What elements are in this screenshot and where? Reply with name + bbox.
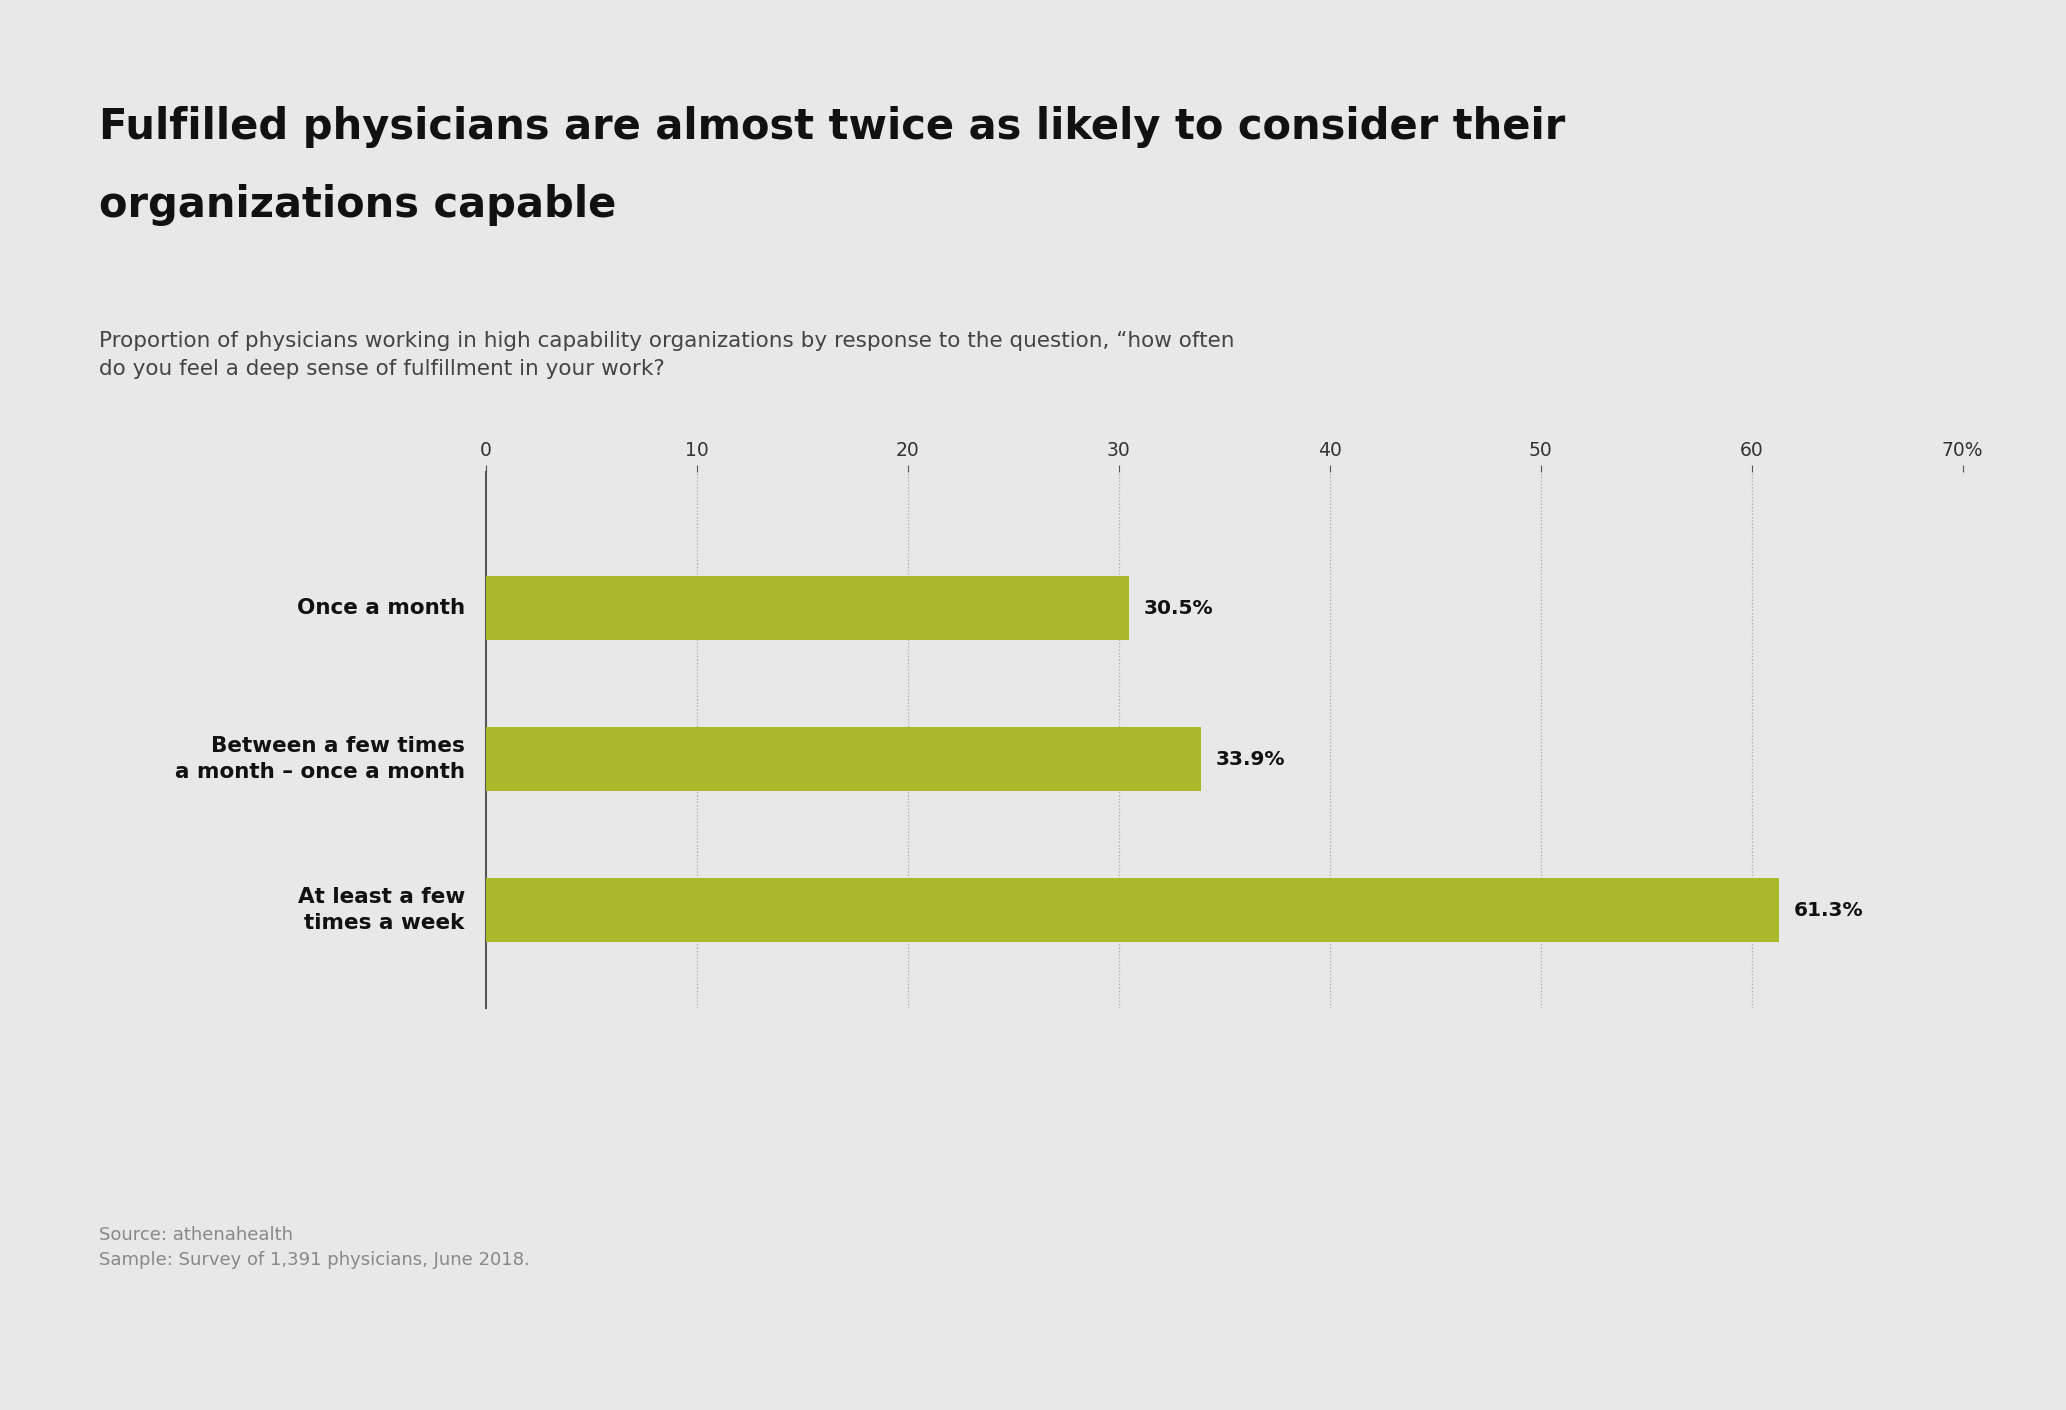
Text: 33.9%: 33.9%	[1215, 750, 1285, 768]
Bar	[486, 728, 1200, 791]
Bar	[486, 577, 1130, 640]
Bar	[486, 878, 1779, 942]
Text: 61.3%: 61.3%	[1793, 901, 1864, 919]
Text: Between a few times
a month – once a month: Between a few times a month – once a mon…	[176, 736, 465, 783]
Text: At least a few
times a week: At least a few times a week	[298, 887, 465, 933]
Text: Source: athenahealth
Sample: Survey of 1,391 physicians, June 2018.: Source: athenahealth Sample: Survey of 1…	[99, 1227, 529, 1269]
Text: organizations capable: organizations capable	[99, 183, 616, 226]
Text: 30.5%: 30.5%	[1145, 599, 1213, 618]
Text: Once a month: Once a month	[298, 598, 465, 618]
Text: Fulfilled physicians are almost twice as likely to consider their: Fulfilled physicians are almost twice as…	[99, 106, 1566, 148]
Text: Proportion of physicians working in high capability organizations by response to: Proportion of physicians working in high…	[99, 331, 1235, 379]
